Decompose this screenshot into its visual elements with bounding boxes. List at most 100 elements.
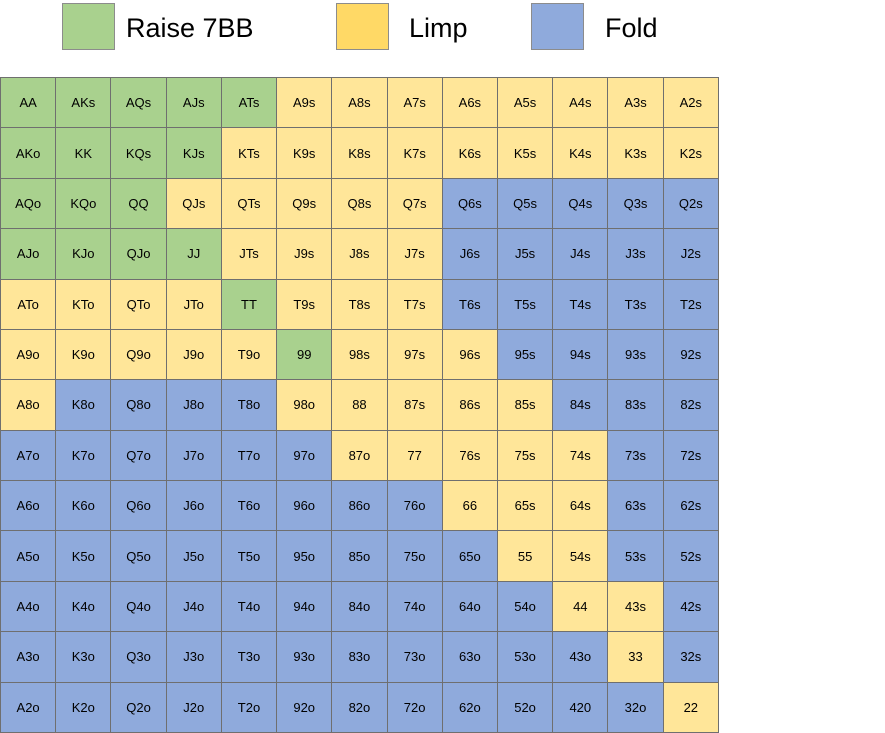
hand-cell: J6s <box>441 228 498 280</box>
hand-cell: 22 <box>662 681 720 733</box>
hand-cell: J8o <box>165 379 222 431</box>
hand-cell: 99 <box>276 328 333 381</box>
hand-cell: Q2o <box>110 681 167 733</box>
hand-cell: J3o <box>165 631 222 683</box>
hand-cell: A5o <box>0 530 57 582</box>
hand-cell: 53o <box>496 631 554 683</box>
hand-cell: K6s <box>441 127 498 179</box>
hand-cell: 66 <box>441 479 498 532</box>
hand-cell: 98o <box>276 379 333 431</box>
hand-cell: Q8s <box>331 177 388 230</box>
hand-cell: QJs <box>165 177 222 230</box>
hand-cell: T4s <box>552 278 609 330</box>
hand-cell: J9s <box>276 228 333 280</box>
hand-cell: 85o <box>331 530 388 582</box>
hand-cell: A2s <box>662 76 720 129</box>
hand-cell: 75s <box>496 429 554 482</box>
hand-cell: QTo <box>110 278 167 330</box>
hand-cell: A9s <box>276 76 333 129</box>
hand-cell: 73s <box>607 429 664 482</box>
hand-cell: 97o <box>276 429 333 482</box>
hand-cell: 64s <box>552 479 609 532</box>
hand-cell: 53s <box>607 530 664 582</box>
hand-cell: 62s <box>662 479 720 532</box>
hand-cell: Q4s <box>552 177 609 230</box>
hand-cell: 54o <box>496 580 554 633</box>
legend-swatch-raise <box>62 3 115 50</box>
grid-row: AKo KK KQs KJs KTs K9s K8s K7s K6s K5s K4s K3s K2s <box>0 127 720 179</box>
hand-cell: JTs <box>220 228 278 280</box>
hand-range-grid: AA AKs AQs AJs ATs A9s A8s A7s A6s A5s A4s A3s A2s AK… <box>0 76 720 733</box>
hand-cell: J4s <box>552 228 609 280</box>
legend-swatch-limp <box>336 3 389 50</box>
hand-cell: 76s <box>441 429 498 482</box>
hand-cell: KJs <box>165 127 222 179</box>
hand-cell: 72s <box>662 429 720 482</box>
grid-row: AJo KJo QJo JJ JTs J9s J8s J7s J6s J5s J4s J3s J2s <box>0 228 720 280</box>
hand-cell: 43o <box>552 631 609 683</box>
grid-row: A5o K5o Q5o J5o T5o 95o 85o 75o 65o 55 54s 53s 52s <box>0 530 720 582</box>
hand-cell: 74s <box>552 429 609 482</box>
hand-cell: 74o <box>386 580 443 633</box>
hand-cell: Q5s <box>496 177 554 230</box>
hand-cell: KQs <box>110 127 167 179</box>
grid-row: A2o K2o Q2o J2o T2o 92o 82o 72o 62o 52o 420 32o 22 <box>0 681 720 733</box>
hand-cell: 84s <box>552 379 609 431</box>
hand-cell: Q4o <box>110 580 167 633</box>
hand-cell: A3s <box>607 76 664 129</box>
hand-cell: K4s <box>552 127 609 179</box>
hand-cell: A6s <box>441 76 498 129</box>
hand-cell: 87o <box>331 429 388 482</box>
hand-cell: 420 <box>552 681 609 733</box>
hand-cell: QTs <box>220 177 278 230</box>
hand-cell: AQo <box>0 177 57 230</box>
hand-cell: Q6o <box>110 479 167 532</box>
hand-cell: QJo <box>110 228 167 280</box>
hand-cell: 42s <box>662 580 720 633</box>
hand-cell: KK <box>55 127 112 179</box>
hand-cell: 85s <box>496 379 554 431</box>
hand-cell: T2o <box>220 681 278 733</box>
hand-cell: J9o <box>165 328 222 381</box>
hand-cell: 52o <box>496 681 554 733</box>
hand-cell: 43s <box>607 580 664 633</box>
hand-cell: KQo <box>55 177 112 230</box>
hand-cell: T3o <box>220 631 278 683</box>
hand-cell: T5o <box>220 530 278 582</box>
hand-cell: A8s <box>331 76 388 129</box>
hand-cell: T7o <box>220 429 278 482</box>
hand-cell: Q8o <box>110 379 167 431</box>
hand-cell: 83o <box>331 631 388 683</box>
hand-cell: AKs <box>55 76 112 129</box>
hand-cell: 83s <box>607 379 664 431</box>
hand-cell: K9s <box>276 127 333 179</box>
hand-cell: K2o <box>55 681 112 733</box>
hand-cell: 86o <box>331 479 388 532</box>
hand-cell: K5s <box>496 127 554 179</box>
hand-cell: 92o <box>276 681 333 733</box>
hand-cell: 92s <box>662 328 720 381</box>
hand-cell: AJs <box>165 76 222 129</box>
hand-cell: K2s <box>662 127 720 179</box>
hand-cell: 65o <box>441 530 498 582</box>
grid-row: ATo KTo QTo JTo TT T9s T8s T7s T6s T5s T4s T3s T2s <box>0 278 720 330</box>
hand-cell: 54s <box>552 530 609 582</box>
hand-cell: 32s <box>662 631 720 683</box>
hand-cell: 93o <box>276 631 333 683</box>
hand-cell: 93s <box>607 328 664 381</box>
hand-cell: J8s <box>331 228 388 280</box>
hand-cell: Q6s <box>441 177 498 230</box>
hand-cell: J7o <box>165 429 222 482</box>
hand-cell: AKo <box>0 127 57 179</box>
hand-cell: 44 <box>552 580 609 633</box>
hand-cell: 72o <box>386 681 443 733</box>
hand-cell: 86s <box>441 379 498 431</box>
hand-cell: T3s <box>607 278 664 330</box>
legend-label-limp: Limp <box>409 13 468 43</box>
hand-cell: A2o <box>0 681 57 733</box>
hand-cell: K5o <box>55 530 112 582</box>
hand-cell: 82o <box>331 681 388 733</box>
hand-cell: 63o <box>441 631 498 683</box>
hand-cell: J5s <box>496 228 554 280</box>
hand-cell: 82s <box>662 379 720 431</box>
